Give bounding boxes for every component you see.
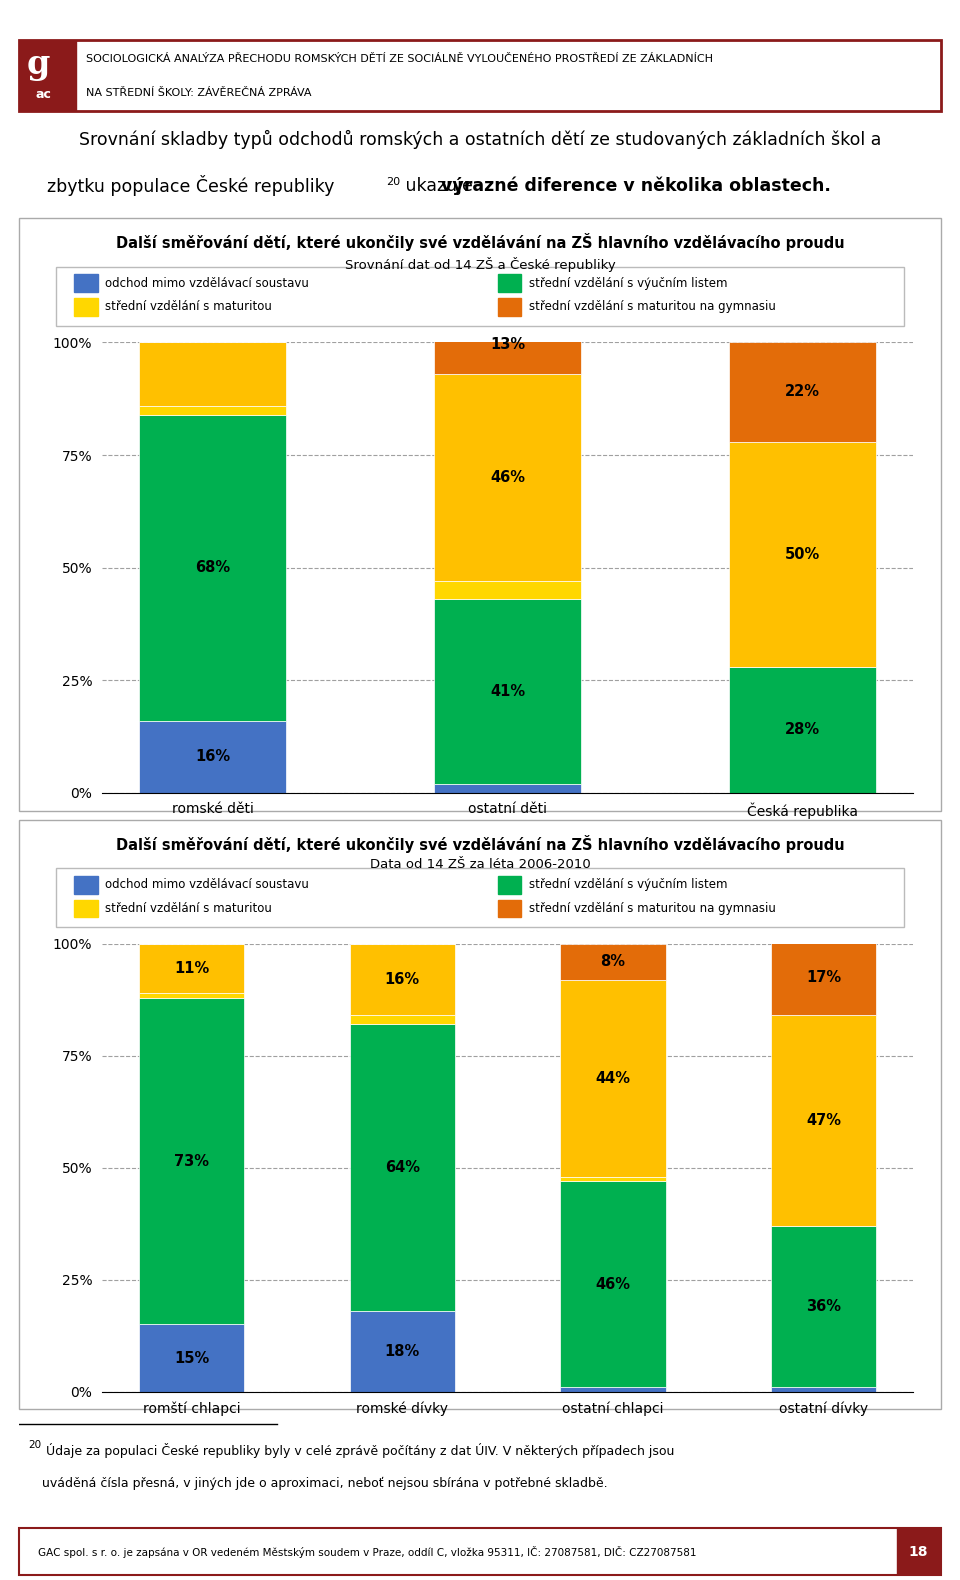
Bar <box>561 1182 665 1387</box>
Bar <box>139 997 245 1324</box>
FancyBboxPatch shape <box>19 1528 941 1575</box>
Bar <box>729 343 876 441</box>
FancyBboxPatch shape <box>56 869 904 927</box>
Text: 16%: 16% <box>195 749 230 765</box>
Bar <box>139 406 286 414</box>
Bar <box>729 441 876 667</box>
Bar <box>75 899 98 918</box>
FancyBboxPatch shape <box>19 40 941 111</box>
Bar <box>771 1387 876 1392</box>
Bar <box>139 720 286 793</box>
Text: ukazuje: ukazuje <box>399 177 478 194</box>
Bar <box>349 943 455 1016</box>
Text: střední vzdělání s maturitou na gymnasiu: střední vzdělání s maturitou na gymnasiu <box>529 902 776 915</box>
Bar <box>498 275 521 292</box>
Bar <box>729 667 876 793</box>
Bar <box>139 414 286 720</box>
Bar <box>498 299 521 316</box>
Text: Údaje za populaci České republiky byly v celé zprávě počítány z dat ÚIV. V někte: Údaje za populaci České republiky byly v… <box>42 1443 675 1458</box>
Text: g: g <box>27 47 50 81</box>
Bar <box>771 939 876 1016</box>
Bar <box>19 40 77 111</box>
Bar <box>75 875 98 894</box>
Text: SOCIOLOGICKÁ ANALÝZA PŘECHODU ROMSKÝCH DĚTÍ ZE SOCIÁLNĚ VYLOUČENÉHO PROSTŘEDÍ ZE: SOCIOLOGICKÁ ANALÝZA PŘECHODU ROMSKÝCH D… <box>85 54 712 65</box>
Text: 41%: 41% <box>491 684 525 698</box>
FancyBboxPatch shape <box>56 267 904 325</box>
Text: 18: 18 <box>909 1545 928 1558</box>
Bar <box>349 1024 455 1311</box>
Bar <box>139 943 245 994</box>
Text: 73%: 73% <box>174 1153 209 1169</box>
Text: 68%: 68% <box>195 561 230 575</box>
Bar <box>349 1311 455 1392</box>
FancyBboxPatch shape <box>19 820 941 1409</box>
FancyBboxPatch shape <box>19 218 941 811</box>
Text: 11%: 11% <box>174 961 209 976</box>
Bar <box>75 275 98 292</box>
Bar <box>561 943 665 980</box>
Text: střední vzdělání s maturitou: střední vzdělání s maturitou <box>105 902 272 915</box>
Text: střední vzdělání s maturitou na gymnasiu: střední vzdělání s maturitou na gymnasiu <box>529 300 776 313</box>
Text: 17%: 17% <box>806 970 841 984</box>
Text: odchod mimo vzdělávací soustavu: odchod mimo vzdělávací soustavu <box>105 276 309 289</box>
Bar <box>561 1387 665 1392</box>
Bar <box>434 784 582 793</box>
Bar <box>434 599 582 784</box>
Text: odchod mimo vzdělávací soustavu: odchod mimo vzdělávací soustavu <box>105 878 309 891</box>
Text: 28%: 28% <box>785 722 820 738</box>
Bar <box>771 1226 876 1387</box>
Text: 15%: 15% <box>174 1351 209 1365</box>
Text: 44%: 44% <box>595 1071 631 1085</box>
Bar <box>897 1528 941 1575</box>
Bar <box>139 1324 245 1392</box>
Text: 18%: 18% <box>385 1345 420 1359</box>
Bar <box>349 1016 455 1024</box>
Text: ac: ac <box>36 88 51 101</box>
Text: 46%: 46% <box>595 1277 631 1292</box>
Text: 36%: 36% <box>806 1299 841 1315</box>
Text: Další směřování dětí, které ukončily své vzdělávání na ZŠ hlavního vzdělávacího : Další směřování dětí, které ukončily své… <box>116 834 844 853</box>
Text: 16%: 16% <box>385 972 420 988</box>
Text: 13%: 13% <box>491 337 525 352</box>
Text: střední vzdělání s výučním listem: střední vzdělání s výučním listem <box>529 276 728 289</box>
Bar <box>498 899 521 918</box>
Text: 22%: 22% <box>785 384 820 400</box>
Bar <box>498 875 521 894</box>
Bar <box>75 299 98 316</box>
Text: NA STŘEDNÍ ŠKOLY: ZÁVĚREČNÁ ZPRÁVA: NA STŘEDNÍ ŠKOLY: ZÁVĚREČNÁ ZPRÁVA <box>85 88 311 98</box>
Bar <box>139 343 286 406</box>
Bar <box>139 994 245 997</box>
Text: 20: 20 <box>386 177 400 186</box>
Text: Srovnání dat od 14 ZŠ a České republiky: Srovnání dat od 14 ZŠ a České republiky <box>345 256 615 272</box>
Text: 50%: 50% <box>785 547 820 561</box>
Bar <box>434 316 582 374</box>
Bar <box>434 374 582 581</box>
Text: 20: 20 <box>29 1439 41 1450</box>
Text: uváděná čísla přesná, v jiných jde o aproximaci, neboť nejsou sbírána v potřebné: uváděná čísla přesná, v jiných jde o apr… <box>42 1477 608 1490</box>
Bar <box>771 1016 876 1226</box>
Text: Data od 14 ZŠ za léta 2006-2010: Data od 14 ZŠ za léta 2006-2010 <box>370 858 590 871</box>
Text: Srovnání skladby typů odchodů romských a ostatních dětí ze studovaných základníc: Srovnání skladby typů odchodů romských a… <box>79 130 881 150</box>
Text: 47%: 47% <box>806 1114 841 1128</box>
Text: střední vzdělání s maturitou: střední vzdělání s maturitou <box>105 300 272 313</box>
Text: výrazné diference v několika oblastech.: výrazné diference v několika oblastech. <box>442 177 831 194</box>
Text: střední vzdělání s výučním listem: střední vzdělání s výučním listem <box>529 878 728 891</box>
Bar <box>561 980 665 1177</box>
Bar <box>561 1177 665 1182</box>
Text: GAC spol. s r. o. je zapsána v OR vedeném Městským soudem v Praze, oddíl C, vlož: GAC spol. s r. o. je zapsána v OR vedené… <box>37 1545 696 1558</box>
Text: 64%: 64% <box>385 1160 420 1176</box>
Text: zbytku populace České republiky: zbytku populace České republiky <box>47 175 334 196</box>
Text: Další směřování dětí, které ukončily své vzdělávání na ZŠ hlavního vzdělávacího : Další směřování dětí, které ukončily své… <box>116 232 844 251</box>
Bar <box>434 581 582 599</box>
Text: 46%: 46% <box>491 471 525 485</box>
Text: 8%: 8% <box>600 954 626 969</box>
